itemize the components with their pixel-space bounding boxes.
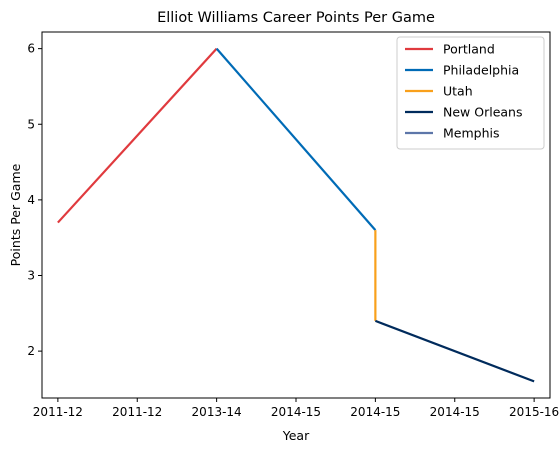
x-tick-label: 2014-15 [271, 405, 321, 419]
x-tick-label: 2013-14 [192, 405, 242, 419]
y-axis-label: Points Per Game [8, 163, 23, 266]
y-tick-label: 5 [27, 117, 35, 131]
legend-label-philadelphia: Philadelphia [443, 63, 519, 78]
legend-label-utah: Utah [443, 84, 473, 99]
y-tick-label: 2 [27, 344, 35, 358]
x-tick-label: 2015-16 [509, 405, 559, 419]
series-line-new-orleans [374, 319, 535, 383]
x-tick-label: 2011-12 [112, 405, 162, 419]
y-tick-label: 4 [27, 193, 35, 207]
y-tick-label: 6 [27, 42, 35, 56]
plot-area: 2011-12 2011-12 2013-14 2014-15 2014-15 2014-… [27, 31, 559, 419]
legend-label-memphis: Memphis [443, 126, 500, 141]
legend-label-portland: Portland [443, 42, 495, 57]
series-line-portland [57, 47, 218, 224]
chart-title: Elliot Williams Career Points Per Game [157, 10, 435, 26]
plot-frame [41, 31, 551, 399]
x-tick-label: 2014-15 [350, 405, 400, 419]
x-tick-label: 2014-15 [430, 405, 480, 419]
series-line-philadelphia [215, 47, 377, 231]
x-tick-label: 2011-12 [33, 405, 83, 419]
legend-box [396, 36, 545, 150]
legend-label-new-orleans: New Orleans [443, 105, 522, 120]
y-tick-label: 3 [27, 268, 35, 282]
x-axis-label: Year [282, 428, 310, 443]
